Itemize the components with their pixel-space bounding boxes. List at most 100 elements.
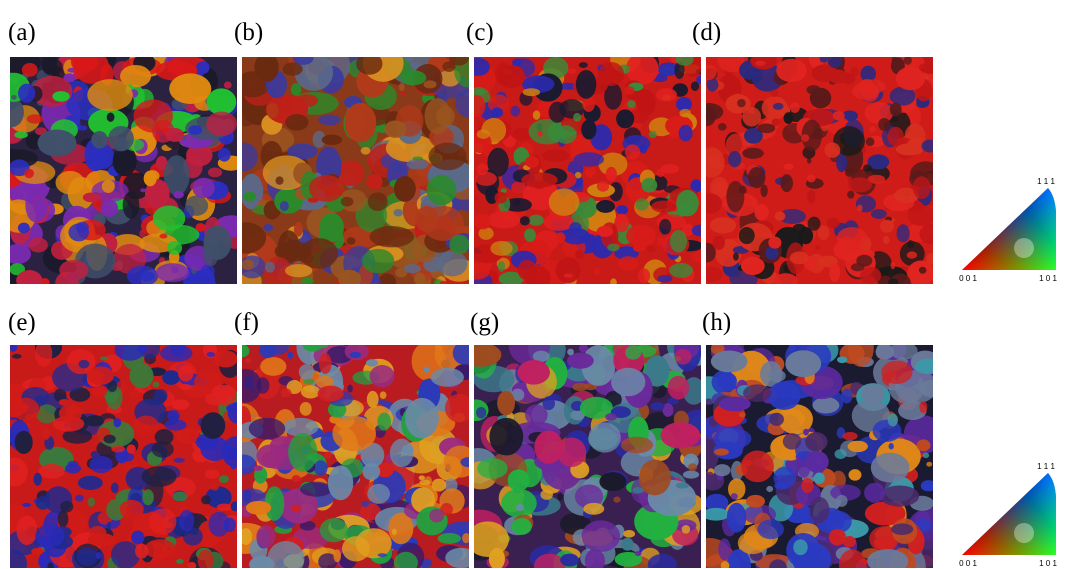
grain (14, 131, 27, 138)
grain (639, 460, 671, 496)
grain (169, 73, 211, 104)
grain (320, 518, 348, 542)
grain (153, 206, 185, 231)
grain (926, 462, 932, 467)
grain (625, 345, 641, 359)
grain (71, 511, 78, 517)
grain (728, 151, 741, 167)
grain (142, 489, 154, 505)
grain (773, 103, 784, 110)
grain (206, 112, 237, 137)
grain (115, 338, 146, 361)
grain (683, 471, 699, 479)
grain (656, 88, 677, 101)
grain (426, 175, 456, 205)
grain (22, 503, 31, 507)
grain (781, 174, 793, 192)
grain (205, 469, 220, 479)
grain (907, 240, 914, 248)
grain (829, 529, 846, 546)
grain (319, 213, 343, 242)
grain (852, 83, 879, 100)
grain (863, 164, 872, 171)
grain (585, 168, 594, 177)
grain (9, 342, 17, 351)
grain (356, 53, 382, 75)
grain (16, 270, 42, 291)
orientation-map (694, 47, 943, 293)
orientation-map (457, 325, 709, 569)
grain (302, 277, 314, 284)
grain (328, 465, 353, 500)
grain (319, 353, 332, 374)
legends: 1 1 10 0 11 0 11 1 10 0 11 0 1 (959, 177, 1057, 568)
grain (423, 80, 436, 88)
grain (176, 559, 184, 564)
grain (783, 433, 801, 449)
grain (428, 143, 466, 171)
grain (576, 70, 596, 99)
figure: (a)(b)(c)(d)(e)(f)(g)(h) 1 1 10 0 11 0 1… (0, 0, 1066, 569)
grain (783, 164, 794, 170)
grain (679, 109, 691, 118)
grain (78, 476, 103, 490)
grain (659, 219, 671, 235)
grain (676, 53, 694, 65)
grain (597, 181, 609, 192)
grain (362, 501, 370, 507)
grain (127, 444, 136, 453)
grain (750, 53, 777, 70)
grain (27, 114, 43, 123)
grain (775, 211, 786, 220)
grain (12, 354, 22, 359)
grain (399, 83, 405, 91)
grain (776, 59, 807, 82)
grain (516, 504, 524, 511)
grain (919, 63, 937, 73)
grain (300, 482, 332, 497)
grain (769, 413, 784, 426)
grain (68, 223, 89, 241)
grain (638, 268, 650, 283)
grain (798, 227, 813, 244)
grain (803, 429, 809, 436)
grain (173, 191, 184, 199)
grain (173, 458, 184, 463)
grain (521, 172, 557, 187)
panel-label: (b) (234, 19, 263, 46)
grain (33, 473, 41, 486)
grain (300, 402, 312, 416)
grain (883, 236, 889, 244)
grain (275, 176, 283, 184)
grain (610, 278, 617, 286)
grain (322, 135, 342, 145)
grain (490, 241, 512, 256)
grain (572, 383, 588, 391)
grain (556, 232, 566, 243)
grain (842, 432, 857, 440)
grain (285, 264, 312, 277)
grain (476, 407, 486, 418)
grain (369, 226, 414, 247)
grain (835, 449, 847, 459)
grain (142, 466, 177, 487)
grain (783, 112, 793, 124)
legend-left-label: 0 0 1 (959, 559, 977, 568)
grain (361, 147, 371, 155)
grain (4, 244, 31, 264)
grain (919, 224, 942, 244)
grain (851, 263, 865, 271)
grain (567, 349, 574, 356)
grain (861, 384, 884, 403)
grain (717, 372, 736, 390)
grain (533, 110, 540, 119)
grain (159, 234, 167, 239)
grain (155, 133, 160, 141)
grain (805, 432, 828, 451)
grain (733, 253, 739, 261)
grain (650, 402, 664, 410)
grain (865, 102, 894, 123)
grain (555, 125, 577, 144)
grain (414, 272, 425, 285)
grain (91, 131, 107, 148)
